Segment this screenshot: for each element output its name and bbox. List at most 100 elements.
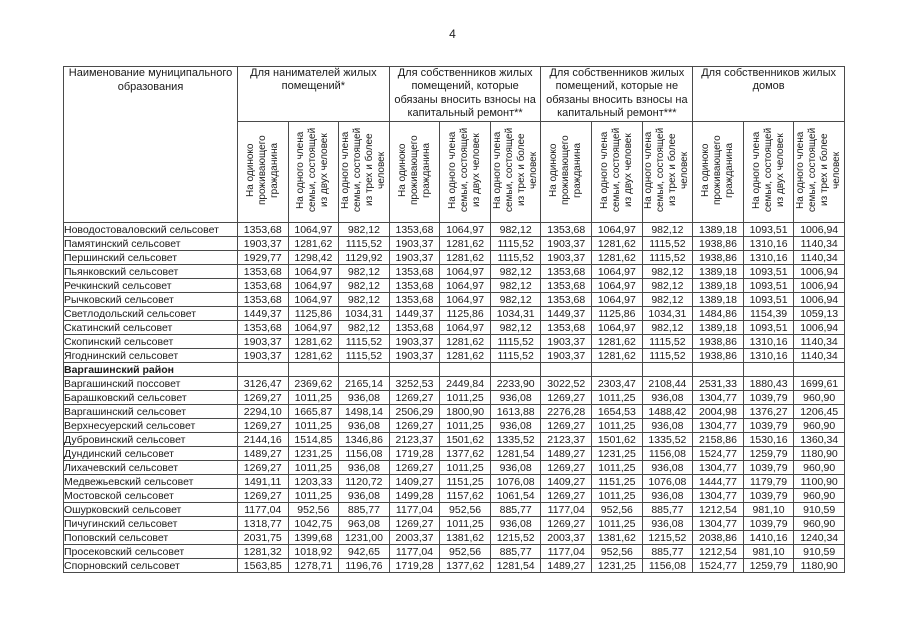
rate-cell: 2449,84	[439, 376, 491, 391]
rate-cell: 936,08	[641, 460, 694, 475]
rate-cell: 1269,27	[237, 418, 289, 433]
rate-cell: 1353,68	[237, 222, 289, 237]
subcolumn-family-of-two: На одного члена семьи, состоящей из двух…	[742, 121, 795, 223]
subcolumn-family-of-three: На одного члена семьи, состоящей из трех…	[641, 121, 694, 223]
column-group-tenants: Для нанимателей жилых помещений*	[237, 66, 390, 122]
rate-cell: 1212,54	[692, 544, 744, 559]
rate-cell: 1064,97	[287, 320, 340, 335]
rate-cell: 1281,62	[439, 236, 491, 251]
rate-cell: 2038,86	[692, 530, 744, 545]
table-row: Памятинский сельсовет 1903,37 1281,62 1115,…	[63, 236, 845, 251]
rate-cell: 1156,08	[641, 446, 694, 461]
rate-cell: 1381,62	[439, 530, 491, 545]
table-row: Светлодольский сельсовет 1449,37 1125,86 10…	[63, 306, 845, 321]
rate-cell: 1665,87	[287, 404, 340, 419]
rate-cell: 1335,52	[489, 432, 542, 447]
rate-cell: 936,08	[641, 390, 694, 405]
subcolumn-single-citizen: На одиноко проживающего гражданина	[540, 121, 593, 223]
table-row: Поповский сельсовет 2031,75 1399,68 1231,00…	[63, 530, 845, 545]
rate-cell: 1903,37	[388, 348, 441, 363]
table-row: Барашковский сельсовет 1269,27 1011,25 936,…	[63, 390, 845, 405]
rate-cell: 1259,79	[742, 446, 795, 461]
municipality-name-cell: Рычковский сельсовет	[63, 292, 238, 307]
rate-cell: 1179,79	[742, 474, 795, 489]
rate-cell: 1115,52	[641, 334, 694, 349]
rate-cell: 1281,62	[439, 348, 491, 363]
rate-cell: 1281,54	[489, 446, 542, 461]
rate-cell: 1281,32	[237, 544, 289, 559]
rate-cell: 1011,25	[439, 418, 491, 433]
rate-cell: 982,12	[489, 320, 542, 335]
rate-cell: 1140,34	[793, 250, 845, 265]
rate-cell: 1699,61	[793, 376, 845, 391]
rate-cell	[692, 362, 744, 377]
rate-cell: 1938,86	[692, 250, 744, 265]
rate-cell: 936,08	[338, 460, 390, 475]
rate-cell: 1281,62	[591, 250, 643, 265]
rate-cell: 1524,77	[692, 558, 744, 573]
rate-cell: 1064,97	[287, 264, 340, 279]
rate-cell: 1281,54	[489, 558, 542, 573]
rate-cell: 1353,68	[388, 292, 441, 307]
rate-cell: 982,12	[641, 222, 694, 237]
municipality-name-cell: Барашковский сельсовет	[63, 390, 238, 405]
column-header-municipality: Наименование муниципального образования	[63, 66, 238, 223]
rate-cell: 1156,08	[338, 446, 390, 461]
rate-cell: 1381,62	[591, 530, 643, 545]
rate-cell: 1353,68	[237, 264, 289, 279]
rate-cell: 2506,29	[388, 404, 441, 419]
rate-cell: 1064,97	[287, 278, 340, 293]
rate-cell: 1281,62	[439, 250, 491, 265]
rate-cell: 960,90	[793, 516, 845, 531]
rate-cell: 1177,04	[237, 502, 289, 517]
column-group-house-owners: Для собственников жилых домов	[692, 66, 845, 122]
rate-cell: 1064,97	[591, 222, 643, 237]
rate-cell: 1903,37	[237, 348, 289, 363]
rate-cell: 1489,27	[237, 446, 289, 461]
rate-cell: 1140,34	[793, 236, 845, 251]
rate-cell: 1157,62	[439, 488, 491, 503]
section-row: Варгашинский район	[63, 362, 845, 377]
rate-cell: 952,56	[591, 502, 643, 517]
rate-cell: 1115,52	[489, 348, 542, 363]
rate-cell: 936,08	[338, 488, 390, 503]
rate-cell: 1353,68	[237, 292, 289, 307]
rate-cell: 1115,52	[641, 250, 694, 265]
rate-cell: 936,08	[641, 418, 694, 433]
municipality-name-cell: Лихачевский сельсовет	[63, 460, 238, 475]
rate-cell: 1269,27	[388, 390, 441, 405]
rate-cell: 1064,97	[439, 222, 491, 237]
rate-cell: 1281,62	[591, 334, 643, 349]
rate-cell: 1310,16	[742, 236, 795, 251]
rate-cell: 1115,52	[641, 236, 694, 251]
column-group-owners-with-capital-repair: Для собственников жилых помещений, котор…	[388, 66, 542, 122]
rate-cell: 1006,94	[793, 222, 845, 237]
rate-cell: 1389,18	[692, 278, 744, 293]
rate-cell: 1011,25	[591, 516, 643, 531]
rate-cell: 1115,52	[641, 348, 694, 363]
rate-cell: 1938,86	[692, 236, 744, 251]
rate-cell: 1281,62	[591, 236, 643, 251]
rate-cell: 2004,98	[692, 404, 744, 419]
rate-cell: 1353,68	[388, 222, 441, 237]
rate-cell: 2123,37	[388, 432, 441, 447]
rate-cell: 1011,25	[287, 390, 340, 405]
rate-cell: 1449,37	[388, 306, 441, 321]
rate-cell: 1530,16	[742, 432, 795, 447]
rate-cell: 1180,90	[793, 446, 845, 461]
rate-cell: 1093,51	[742, 264, 795, 279]
rate-cell: 1177,04	[540, 544, 593, 559]
rate-cell: 1514,85	[287, 432, 340, 447]
rate-cell: 942,65	[338, 544, 390, 559]
table-row: Варгашинский сельсовет 2294,10 1665,87 1498…	[63, 404, 845, 419]
rate-cell: 982,12	[489, 278, 542, 293]
rate-cell: 1231,25	[591, 446, 643, 461]
rate-cell: 1269,27	[540, 460, 593, 475]
table-row: Верхнесуерский сельсовет 1269,27 1011,25 93…	[63, 418, 845, 433]
rate-cell: 1800,90	[439, 404, 491, 419]
rate-cell: 2369,62	[287, 376, 340, 391]
subcolumn-family-of-three: На одного члена семьи, состоящей из трех…	[489, 121, 542, 223]
rate-cell: 982,12	[338, 292, 390, 307]
rate-cell: 1129,92	[338, 250, 390, 265]
